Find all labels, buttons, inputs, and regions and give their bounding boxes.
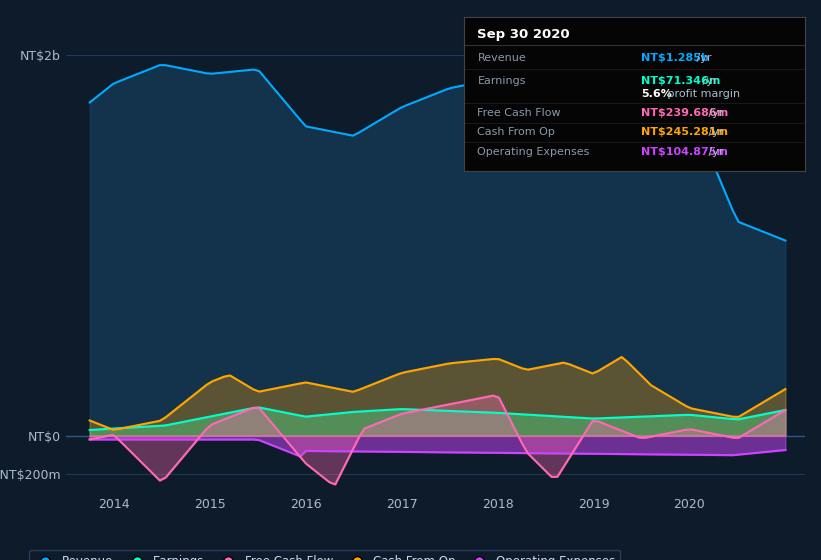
Text: /yr: /yr (704, 147, 723, 157)
Text: Operating Expenses: Operating Expenses (478, 147, 589, 157)
Text: Sep 30 2020: Sep 30 2020 (478, 27, 570, 40)
Text: NT$71.346m: NT$71.346m (641, 76, 720, 86)
Text: NT$1.285b: NT$1.285b (641, 53, 709, 63)
Text: /yr: /yr (704, 127, 723, 137)
Text: /yr: /yr (704, 108, 723, 118)
Text: NT$104.875m: NT$104.875m (641, 147, 728, 157)
Text: Free Cash Flow: Free Cash Flow (478, 108, 561, 118)
Text: Cash From Op: Cash From Op (478, 127, 555, 137)
Text: Revenue: Revenue (478, 53, 526, 63)
Text: Earnings: Earnings (478, 76, 526, 86)
Legend: Revenue, Earnings, Free Cash Flow, Cash From Op, Operating Expenses: Revenue, Earnings, Free Cash Flow, Cash … (29, 550, 620, 560)
Text: profit margin: profit margin (664, 89, 741, 99)
Text: NT$239.686m: NT$239.686m (641, 108, 728, 118)
Text: 5.6%: 5.6% (641, 89, 672, 99)
Text: /yr: /yr (693, 53, 712, 63)
Text: NT$245.281m: NT$245.281m (641, 127, 728, 137)
Text: /yr: /yr (699, 76, 718, 86)
